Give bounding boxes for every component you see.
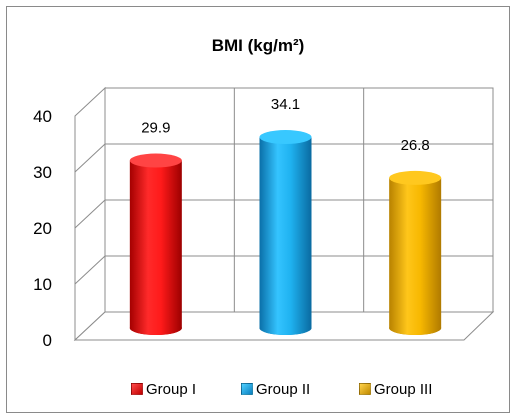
- legend-item-group-1: Group I: [131, 379, 196, 399]
- bar-body: [389, 177, 442, 335]
- bar-top: [129, 153, 182, 168]
- legend-label: Group I: [146, 380, 197, 398]
- grid-line: [74, 199, 106, 229]
- bar: [129, 153, 182, 335]
- bar-body: [129, 160, 182, 335]
- data-labels: 29.9 34.1 26.8: [141, 96, 430, 154]
- grid-line: [74, 143, 106, 173]
- legend-swatch: [131, 383, 143, 395]
- bars: [129, 130, 442, 335]
- bar-top: [259, 130, 312, 145]
- y-axis-ticks: 0 10 20 30 40: [33, 107, 52, 350]
- legend-item-group-3: Group III: [359, 379, 432, 399]
- y-tick-label: 30: [33, 163, 52, 182]
- y-tick-label: 20: [33, 219, 52, 238]
- legend-item-group-2: Group II: [241, 379, 310, 399]
- legend-swatch: [241, 383, 253, 395]
- legend-label: Group III: [374, 380, 433, 398]
- bar-top: [389, 170, 442, 185]
- bar-body: [259, 137, 312, 335]
- legend-label: Group II: [256, 380, 311, 398]
- data-label: 29.9: [141, 120, 170, 137]
- data-label: 34.1: [271, 96, 300, 113]
- data-label: 26.8: [401, 137, 430, 154]
- chart-title: BMI (kg/m²): [211, 36, 305, 55]
- y-tick-label: 40: [33, 107, 52, 126]
- bar: [259, 130, 312, 335]
- legend-swatch: [359, 383, 371, 395]
- y-tick-label: 0: [43, 331, 52, 350]
- bar: [389, 170, 442, 335]
- y-tick-label: 10: [33, 275, 52, 294]
- grid-line: [74, 255, 106, 285]
